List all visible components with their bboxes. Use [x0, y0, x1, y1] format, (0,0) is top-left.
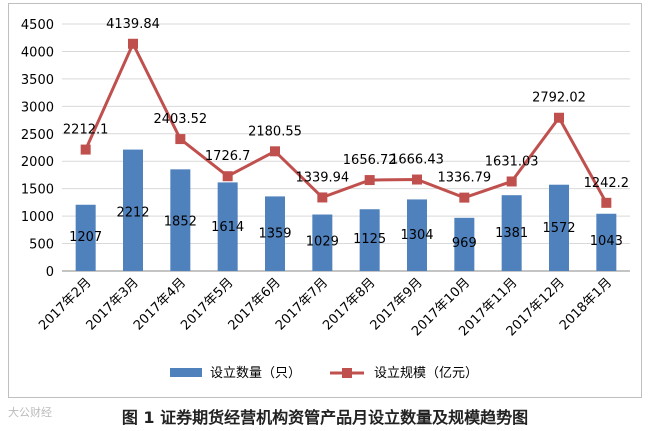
line-data-label: 1631.03	[485, 154, 539, 169]
y-tick-label: 1000	[21, 210, 54, 225]
bar-data-label: 1381	[495, 226, 528, 241]
line-marker	[270, 146, 280, 157]
y-tick-label: 1500	[21, 183, 54, 198]
bar	[596, 213, 617, 271]
watermark: 大公财经	[8, 406, 52, 419]
y-tick-label: 2000	[21, 155, 54, 170]
line-series	[84, 40, 608, 204]
line-marker	[364, 175, 375, 186]
legend-line-marker	[342, 368, 352, 378]
y-tick-label: 0	[46, 265, 54, 280]
figure-caption: 图 1 证券期货经营机构资管产品月设立数量及规模趋势图	[121, 408, 529, 427]
y-tick-label: 2500	[21, 128, 54, 143]
bar-data-label: 1125	[353, 232, 386, 247]
line-data-label: 1242.2	[584, 176, 630, 191]
bar	[407, 199, 427, 271]
line-data-label: 2403.52	[153, 112, 207, 127]
legend-bar-label: 设立数量（只）	[210, 366, 301, 381]
line-data-label: 1726.7	[205, 149, 251, 164]
bar	[265, 196, 285, 271]
line-marker	[554, 112, 564, 123]
bar-data-label: 1614	[211, 220, 244, 235]
y-tick-label: 500	[29, 238, 54, 253]
bar	[359, 209, 380, 271]
y-tick-label: 3500	[21, 73, 54, 88]
line-marker	[412, 174, 422, 185]
line-marker	[506, 176, 517, 187]
bar-data-label: 1043	[590, 234, 623, 249]
line-data-label: 4139.84	[106, 17, 160, 32]
line-marker	[80, 144, 91, 155]
legend-line-label: 设立规模（亿元）	[374, 366, 478, 381]
line-marker	[459, 192, 470, 203]
bar-data-label: 969	[452, 236, 477, 251]
line-marker	[128, 38, 138, 49]
bar	[217, 182, 238, 271]
line-data-label: 2792.02	[532, 91, 586, 106]
bar	[75, 204, 96, 271]
line-data-label: 2212.1	[63, 123, 109, 138]
bar	[123, 149, 143, 271]
line-marker	[601, 197, 612, 208]
line-marker	[222, 171, 233, 182]
bar-data-label: 1207	[69, 230, 102, 245]
line-data-label: 1339.94	[295, 170, 349, 185]
line-data-label: 1336.79	[437, 171, 491, 186]
bar	[454, 217, 475, 271]
bar-data-label: 1304	[400, 228, 433, 243]
bar	[501, 195, 522, 271]
chart-border	[8, 3, 642, 398]
bar	[549, 184, 569, 271]
bar-data-label: 1852	[164, 214, 197, 229]
line-data-label: 1656.72	[343, 153, 397, 168]
y-tick-label: 4000	[21, 45, 54, 60]
bar	[312, 214, 333, 271]
line-marker	[175, 134, 186, 145]
legend-bar-swatch	[170, 368, 202, 377]
line-marker	[317, 192, 328, 203]
bar-data-label: 1359	[258, 226, 291, 241]
line-data-label: 1666.43	[390, 153, 444, 168]
bar-data-label: 2212	[116, 205, 149, 220]
y-tick-label: 4500	[21, 18, 54, 33]
line-data-label: 2180.55	[248, 124, 302, 139]
y-tick-label: 3000	[21, 100, 54, 115]
bar-data-label: 1029	[306, 235, 339, 250]
bar-data-label: 1572	[542, 221, 575, 236]
bar	[170, 169, 191, 271]
